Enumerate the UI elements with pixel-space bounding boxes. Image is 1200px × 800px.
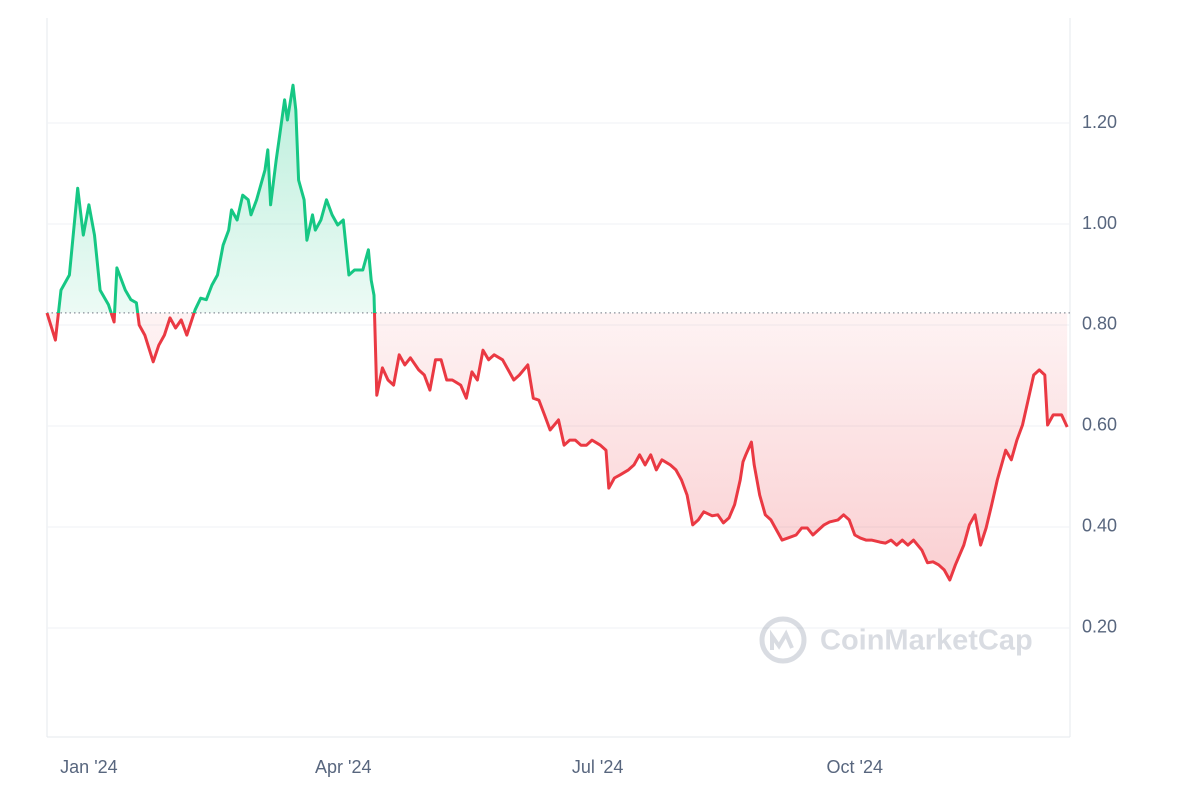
y-tick-label: 0.40 xyxy=(1082,516,1117,536)
y-tick-label: 1.20 xyxy=(1082,112,1117,132)
x-tick-label: Oct '24 xyxy=(827,757,883,777)
y-tick-label: 0.80 xyxy=(1082,314,1117,334)
x-tick-label: Apr '24 xyxy=(315,757,371,777)
x-tick-label: Jul '24 xyxy=(572,757,623,777)
price-line xyxy=(45,83,1069,582)
x-tick-label: Jan '24 xyxy=(60,757,117,777)
price-area xyxy=(47,85,1068,580)
y-tick-label: 0.20 xyxy=(1082,617,1117,637)
watermark-logo-mark xyxy=(770,629,794,650)
y-tick-label: 1.00 xyxy=(1082,213,1117,233)
watermark-logo xyxy=(759,616,807,664)
watermark-text: CoinMarketCap xyxy=(820,625,1033,657)
y-tick-label: 0.60 xyxy=(1082,415,1117,435)
watermark: CoinMarketCap xyxy=(759,616,1033,664)
